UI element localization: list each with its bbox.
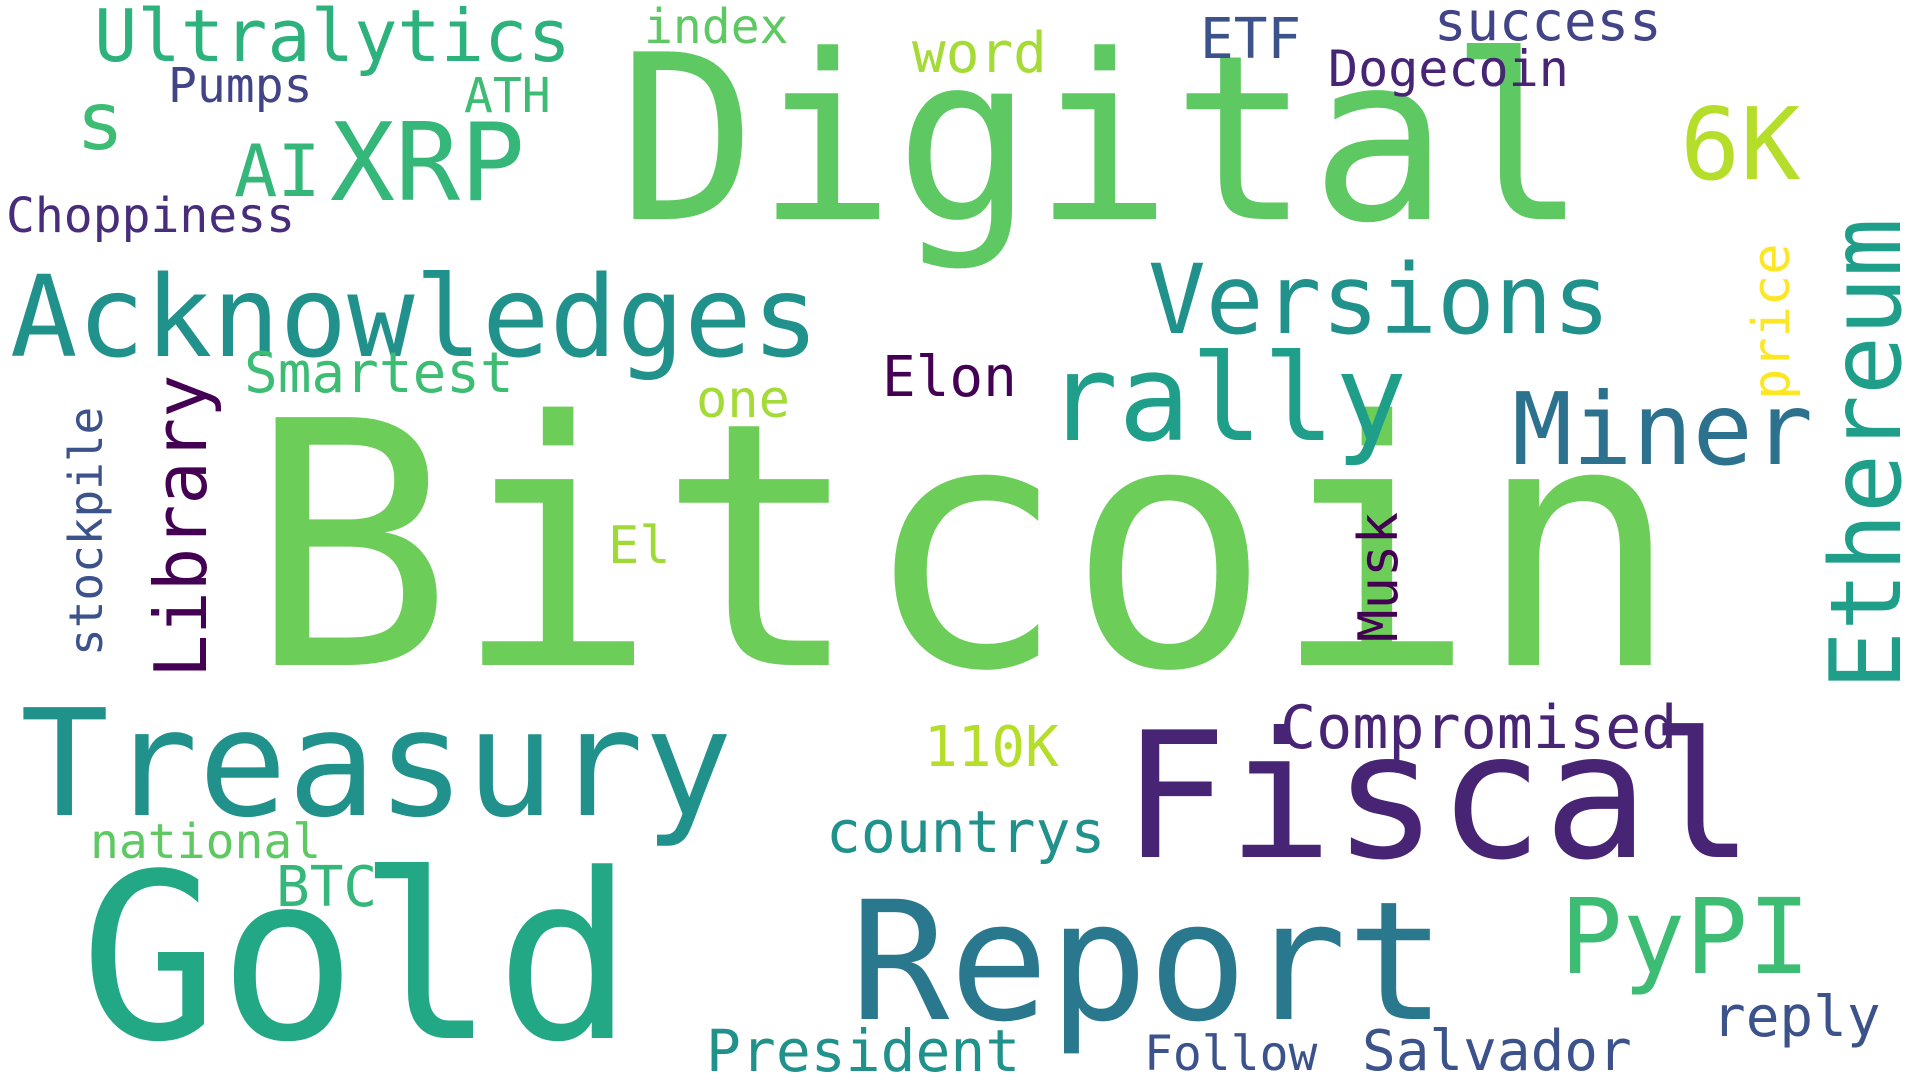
word-pypi: PyPI [1560, 876, 1811, 998]
word-price: price [1742, 243, 1802, 400]
word-reply: reply [1712, 985, 1881, 1050]
word-etf: ETF [1200, 7, 1302, 72]
word-ai: AI [234, 129, 321, 213]
word-versions: Versions [1148, 244, 1611, 356]
word-6k: 6K [1680, 86, 1801, 203]
word-follow: Follow [1144, 1026, 1318, 1080]
word-library: Library [139, 374, 223, 678]
word-choppiness: Choppiness [6, 188, 295, 244]
word-110k: 110K [924, 715, 1059, 780]
word-index: index [644, 0, 789, 55]
word-success: success [1434, 0, 1662, 53]
word-compromised: Compromised [1280, 693, 1678, 763]
word-gold: Gold [80, 826, 634, 1080]
word-smartest: Smartest [244, 341, 514, 406]
word-acknowledges: Acknowledges [10, 253, 820, 383]
word-salvador: Salvador [1362, 1019, 1632, 1080]
word-pumps: Pumps [168, 58, 313, 114]
word-ultralytics: Ultralytics [94, 0, 571, 78]
word-treasury: Treasury [20, 678, 733, 850]
word-rally: rally [1046, 330, 1408, 469]
word-btc: BTC [276, 855, 378, 920]
word-s: s [76, 75, 125, 168]
word-bitcoin: Bitcoin [248, 350, 1681, 746]
word-stockpile: stockpile [59, 406, 113, 656]
word-el: El [608, 516, 671, 576]
word-fiscal: Fiscal [1122, 696, 1755, 899]
word-ethereum: Ethereum [1810, 217, 1920, 690]
word-one: one [696, 370, 790, 430]
word-word: word [912, 21, 1047, 86]
word-miner: Miner [1512, 371, 1814, 488]
word-countrys: countrys [826, 798, 1106, 866]
word-president: President [706, 1017, 1021, 1080]
word-report: Report [850, 866, 1447, 1058]
word-musk: Musk [1347, 511, 1410, 642]
word-ath: ATH [464, 68, 551, 124]
word-dogecoin: Dogecoin [1328, 40, 1569, 98]
word-national: national [90, 814, 322, 870]
word-xrp: XRP [330, 101, 526, 226]
word-elon: Elon [882, 345, 1017, 410]
word-digital: Digital [618, 7, 1588, 274]
